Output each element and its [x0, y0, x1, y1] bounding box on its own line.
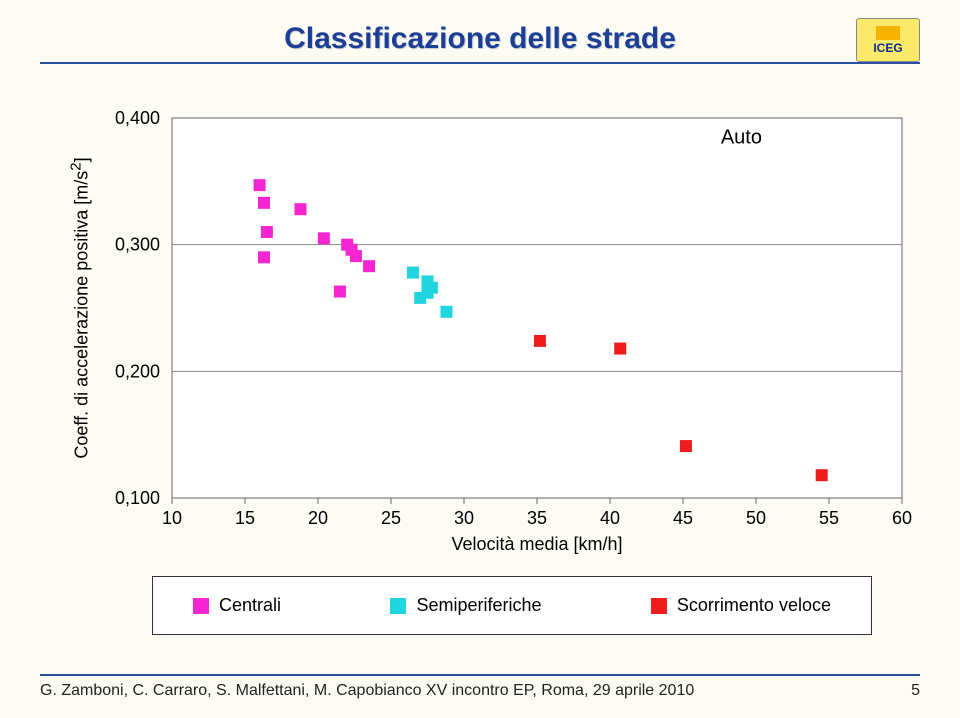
svg-text:50: 50 — [746, 508, 766, 528]
svg-text:25: 25 — [381, 508, 401, 528]
legend-item: Semiperiferiche — [390, 595, 541, 616]
svg-text:0,100: 0,100 — [115, 488, 160, 508]
svg-text:40: 40 — [600, 508, 620, 528]
svg-text:55: 55 — [819, 508, 839, 528]
y-axis-label: Coeff. di accelerazione positiva [m/s2] — [68, 157, 93, 458]
footer: G. Zamboni, C. Carraro, S. Malfettani, M… — [40, 674, 920, 700]
header-rule — [40, 62, 920, 64]
svg-text:Auto: Auto — [721, 126, 762, 148]
legend-swatch — [651, 598, 667, 614]
legend-item: Centrali — [193, 595, 281, 616]
legend-swatch — [390, 598, 406, 614]
header: Classificazione delle strade ICEG — [40, 18, 920, 78]
svg-text:Velocità media [km/h]: Velocità media [km/h] — [451, 534, 622, 554]
svg-text:0,300: 0,300 — [115, 235, 160, 255]
svg-text:15: 15 — [235, 508, 255, 528]
svg-text:30: 30 — [454, 508, 474, 528]
svg-text:20: 20 — [308, 508, 328, 528]
footer-text: G. Zamboni, C. Carraro, S. Malfettani, M… — [40, 682, 694, 700]
legend-label: Semiperiferiche — [416, 595, 541, 616]
footer-rule — [40, 674, 920, 676]
legend: Centrali Semiperiferiche Scorrimento vel… — [152, 576, 872, 635]
legend-label: Scorrimento veloce — [677, 595, 831, 616]
scatter-chart: 0,100 0,200 0,300 0,400 10 15 20 25 30 35 40 45 50 55… — [60, 108, 920, 558]
svg-text:60: 60 — [892, 508, 912, 528]
page-title: Classificazione delle strade — [40, 18, 920, 56]
svg-text:0,200: 0,200 — [115, 361, 160, 381]
scatter-plot-svg: 0,100 0,200 0,300 0,400 10 15 20 25 30 35 40 45 50 55… — [60, 108, 922, 558]
logo-badge: ICEG — [856, 18, 920, 62]
svg-text:0,400: 0,400 — [115, 108, 160, 128]
svg-text:35: 35 — [527, 508, 547, 528]
legend-item: Scorrimento veloce — [651, 595, 831, 616]
badge-star — [876, 26, 900, 40]
legend-swatch — [193, 598, 209, 614]
svg-text:45: 45 — [673, 508, 693, 528]
badge-label: ICEG — [873, 41, 902, 55]
legend-label: Centrali — [219, 595, 281, 616]
page-number: 5 — [911, 682, 920, 700]
svg-text:10: 10 — [162, 508, 182, 528]
